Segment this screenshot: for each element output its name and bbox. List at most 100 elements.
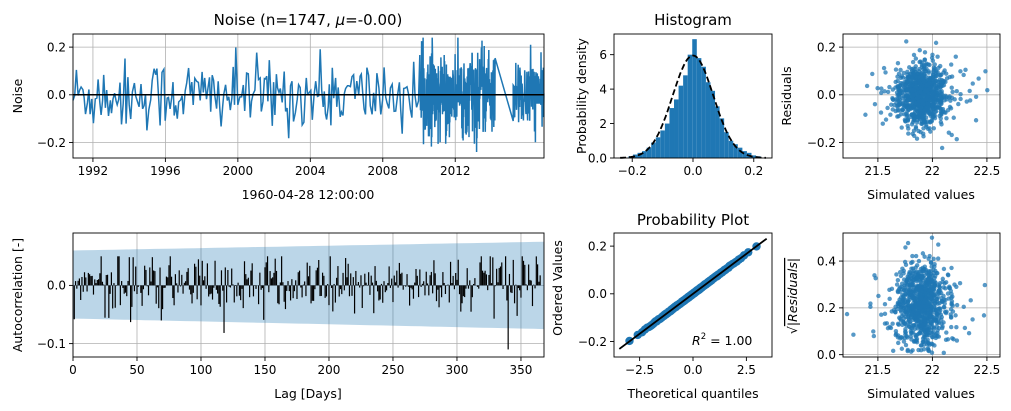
residuals-point: [958, 96, 963, 102]
histogram-bar: [678, 85, 684, 158]
residuals-point: [885, 105, 890, 111]
pp-ytick-label: −0.2: [578, 335, 607, 349]
histogram-bar: [651, 142, 656, 158]
histogram-bar: [655, 137, 661, 158]
sqrt-residuals-point: [943, 310, 949, 316]
sqrt-residuals-point: [957, 280, 963, 286]
sr-xtick-label: 22: [925, 363, 940, 377]
sqrt-residuals-panel: 21.5 22 22.5 0.0 0.2 0.4 √|Residuals| Simulat…: [785, 232, 1001, 401]
residuals-point: [961, 72, 966, 78]
residuals-point: [904, 39, 909, 44]
residuals-point: [956, 101, 961, 107]
noise-xtick-label: 2012: [440, 164, 471, 178]
sqrt-residuals-point: [912, 290, 917, 296]
residuals-point: [914, 136, 920, 141]
sqrt-residuals-point: [920, 251, 926, 256]
sqrt-residuals-point: [949, 324, 954, 330]
residuals-point: [931, 126, 937, 131]
sqrt-residuals-point: [941, 320, 946, 325]
residuals-point: [910, 59, 916, 65]
residuals-point: [903, 83, 908, 88]
histogram-ylabel: Probability density: [574, 37, 589, 153]
histogram-bar: [742, 151, 747, 158]
sqrt-residuals-point: [949, 299, 955, 304]
residuals-point: [880, 121, 885, 126]
sqrt-residuals-point: [919, 324, 925, 329]
residuals-point: [904, 79, 909, 84]
res-xtick-label: 22.5: [974, 164, 1001, 178]
sqrt-residuals-point: [940, 276, 946, 282]
sqrt-residuals-point: [954, 284, 959, 289]
res-ytick-label: −0.2: [807, 136, 836, 150]
sqrt-residuals-point: [894, 272, 899, 277]
residuals-point: [921, 63, 927, 68]
sqrt-residuals-point: [897, 315, 902, 320]
sqrt-residuals-point: [943, 297, 948, 303]
residuals-point: [893, 108, 898, 114]
residuals-ticks: 21.5 22 22.5 −0.2 0.0 0.2: [807, 40, 1000, 178]
residuals-point: [927, 126, 932, 131]
residuals-point: [937, 105, 943, 111]
sqrt-residuals-point: [926, 333, 932, 338]
residuals-point: [976, 76, 981, 81]
sqrt-residuals-point: [938, 308, 943, 313]
sqrt-residuals-points: [844, 235, 988, 356]
sqrt-residuals-point: [931, 293, 937, 298]
histogram-bar: [719, 118, 725, 158]
sr-ytick-label: 0.4: [817, 254, 836, 268]
probability-plot-r2: R2 = 1.00: [692, 332, 752, 348]
residuals-point: [917, 47, 922, 53]
sqrt-residuals-point: [928, 313, 933, 319]
sqrt-residuals-point: [923, 322, 929, 327]
sqrt-residuals-point: [916, 258, 922, 264]
residuals-point: [910, 98, 915, 104]
residuals-point: [890, 97, 896, 102]
histogram-bar: [674, 99, 679, 158]
residuals-point: [964, 99, 969, 104]
sqrt-residuals-point: [844, 311, 850, 317]
sqrt-residuals-point: [961, 304, 966, 309]
acf-xtick-label: 150: [254, 363, 277, 377]
acf-xtick-label: 300: [446, 363, 469, 377]
sqrt-residuals-point: [913, 265, 918, 270]
sqrt-residuals-point: [937, 284, 942, 290]
sqrt-residuals-point: [924, 270, 929, 275]
sqrt-residuals-point: [879, 312, 884, 317]
residuals-point: [905, 123, 910, 128]
residuals-point: [940, 80, 945, 86]
residuals-point: [973, 94, 979, 99]
residuals-point: [881, 65, 887, 71]
acf-ytick-label: −0.1: [37, 337, 66, 351]
residuals-point: [887, 84, 892, 90]
residuals-point: [929, 94, 934, 100]
sqrt-residuals-point: [897, 270, 903, 275]
probability-plot-ticks: −2.5 0.0 2.5 −0.2 0.0 0.2: [578, 239, 756, 377]
sqrt-residuals-point: [896, 333, 901, 338]
sqrt-residuals-point: [933, 332, 939, 337]
residuals-xlabel: Simulated values: [867, 187, 975, 202]
sqrt-residuals-point: [872, 273, 877, 278]
sqrt-residuals-point: [889, 309, 894, 314]
sqrt-residuals-point: [914, 276, 919, 282]
residuals-point: [949, 132, 954, 138]
residuals-point: [907, 77, 912, 82]
res-ytick-label: 0.0: [817, 88, 836, 102]
residuals-point: [930, 103, 935, 108]
histogram-bar: [710, 90, 716, 158]
sqrt-residuals-point: [914, 286, 919, 292]
acf-xtick-label: 250: [382, 363, 405, 377]
sqrt-residuals-point: [922, 311, 927, 316]
residuals-point: [918, 89, 923, 94]
residuals-point: [950, 89, 955, 95]
sqrt-residuals-point: [907, 277, 912, 283]
residuals-point: [918, 98, 923, 104]
sqrt-residuals-point: [918, 347, 924, 353]
sqrt-residuals-point: [962, 325, 968, 331]
residuals-point: [927, 97, 932, 103]
sqrt-residuals-point: [901, 271, 906, 276]
noise-xtick-label: 1996: [150, 164, 181, 178]
sqrt-residuals-point: [910, 305, 915, 311]
sqrt-residuals-point: [928, 319, 933, 325]
pp-ytick-label: 0.0: [588, 287, 607, 301]
residuals-point: [898, 67, 903, 73]
